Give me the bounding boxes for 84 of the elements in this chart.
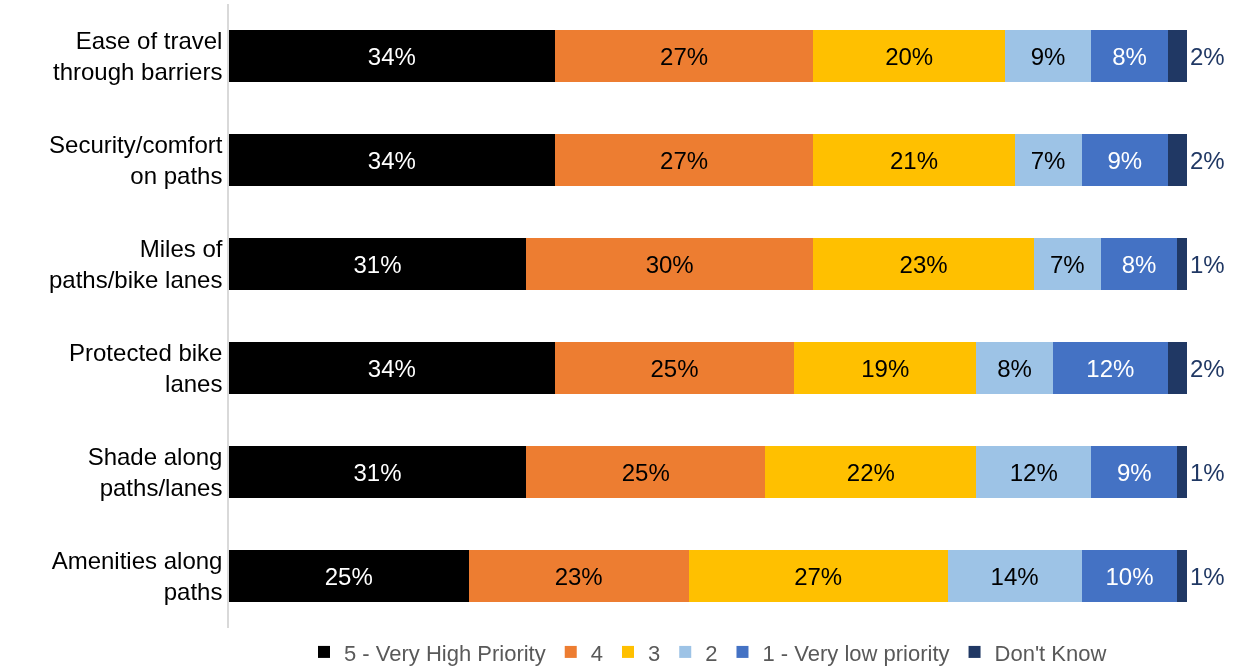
bar (229, 30, 555, 82)
bar (229, 446, 526, 498)
data-label: 9% (1116, 458, 1152, 486)
data-label: 2% (1190, 146, 1225, 174)
bar (794, 342, 977, 394)
bar (525, 446, 766, 498)
data-label: 19% (861, 354, 910, 382)
data-label: 2% (1190, 354, 1225, 382)
data-label: 34% (367, 354, 416, 382)
bar (468, 550, 689, 602)
y-tick-label: Miles of paths/bike lanes (49, 234, 223, 293)
bar (1167, 30, 1187, 82)
bar (947, 550, 1082, 602)
data-label: 25% (324, 562, 373, 590)
bar (1167, 134, 1187, 186)
legend-label: Don't Know (994, 640, 1107, 666)
bar (813, 134, 1015, 186)
data-label: 1% (1190, 562, 1225, 590)
bar (976, 446, 1092, 498)
bar (1177, 550, 1187, 602)
bar (1091, 30, 1168, 82)
bar (688, 550, 948, 602)
data-label: 34% (367, 146, 416, 174)
bar (229, 238, 526, 290)
data-label: 7% (1030, 146, 1066, 174)
legend-label: 4 (590, 640, 603, 666)
data-label: 25% (650, 354, 699, 382)
bar (525, 238, 814, 290)
bar (229, 342, 555, 394)
bar (554, 30, 814, 82)
bar (554, 342, 795, 394)
bar (1014, 134, 1082, 186)
data-label: 34% (367, 42, 416, 70)
bar (1033, 238, 1101, 290)
data-label: 7% (1049, 250, 1085, 278)
y-tick-label: Shade along paths/lanes (87, 442, 223, 501)
bar (1091, 446, 1178, 498)
data-label: 27% (660, 42, 709, 70)
legend-label: 5 - Very High Priority (344, 640, 546, 666)
bar (1167, 342, 1187, 394)
bar (813, 30, 1005, 82)
data-label: 14% (990, 562, 1039, 590)
data-label: 8% (1112, 42, 1147, 70)
bar (1177, 238, 1187, 290)
bar (1052, 342, 1168, 394)
bar (229, 134, 555, 186)
legend-label: 3 (647, 640, 661, 666)
bar (1081, 134, 1168, 186)
data-label: 22% (846, 458, 895, 486)
bar (765, 446, 977, 498)
bar (554, 134, 814, 186)
bar (1081, 550, 1178, 602)
y-tick-label: Ease of travel through barriers (53, 26, 223, 85)
data-label: 31% (353, 250, 402, 278)
bar (1100, 238, 1178, 290)
data-label: 1% (1190, 250, 1225, 278)
bar (1177, 446, 1187, 498)
data-label: 20% (885, 42, 934, 70)
data-label: 12% (1009, 458, 1058, 486)
bar (229, 550, 469, 602)
data-label: 9% (1030, 42, 1066, 70)
data-label: 25% (621, 458, 670, 486)
bar (813, 238, 1034, 290)
data-label: 23% (899, 250, 948, 278)
legend-label: 2 (705, 640, 718, 666)
bar (976, 342, 1053, 394)
data-label: 27% (794, 562, 843, 590)
data-label: 12% (1086, 354, 1135, 382)
data-label: 2% (1190, 42, 1225, 70)
bar (1004, 30, 1092, 82)
data-label: 8% (1121, 250, 1157, 278)
data-label: 8% (997, 354, 1032, 382)
data-label: 21% (889, 146, 938, 174)
data-label: 1% (1190, 458, 1225, 486)
data-label: 23% (554, 562, 603, 590)
data-label: 9% (1107, 146, 1143, 174)
data-label: 10% (1105, 562, 1154, 590)
y-tick-label: Protected bike lanes (69, 338, 223, 397)
y-tick-label: Security/comfort on paths (49, 130, 223, 189)
data-label: 31% (353, 458, 402, 486)
data-label: 30% (645, 250, 694, 278)
data-label: 27% (660, 146, 709, 174)
legend-label: 1 - Very low priority (762, 640, 950, 666)
y-tick-label: Amenities along paths (51, 546, 223, 605)
